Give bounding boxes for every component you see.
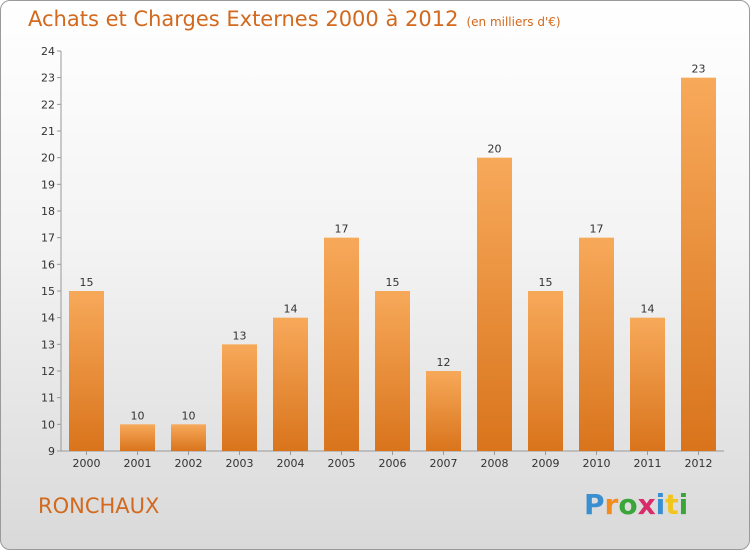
data-label: 13 xyxy=(233,329,247,342)
data-label: 15 xyxy=(386,276,400,289)
chart-title: Achats et Charges Externes 2000 à 2012 (e… xyxy=(28,7,561,31)
logo-letter: P xyxy=(584,488,605,521)
y-tick-label: 19 xyxy=(41,178,55,191)
chart-title-text: Achats et Charges Externes 2000 à 2012 xyxy=(28,7,459,31)
bar xyxy=(426,371,461,451)
y-tick-label: 21 xyxy=(41,125,55,138)
bar xyxy=(375,291,410,451)
chart-axes: 9 10 11 12 13 14 15 16 17 18 19 20 21 22 23 24 2000 2001 2… xyxy=(41,45,724,470)
x-tick-label: 2006 xyxy=(379,457,407,470)
y-tick-label: 23 xyxy=(41,72,55,85)
bar xyxy=(579,237,614,451)
bar xyxy=(528,291,563,451)
logo-letter: t xyxy=(665,488,679,521)
bar xyxy=(171,424,206,451)
y-tick-label: 15 xyxy=(41,285,55,298)
y-tick-label: 16 xyxy=(41,258,55,271)
y-tick-label: 10 xyxy=(41,418,55,431)
data-label: 12 xyxy=(437,356,451,369)
x-tick-label: 2002 xyxy=(175,457,203,470)
x-tick-label: 2011 xyxy=(634,457,662,470)
data-label: 23 xyxy=(692,63,706,76)
x-tick-label: 2008 xyxy=(481,457,509,470)
y-tick-label: 20 xyxy=(41,152,55,165)
x-tick-label: 2000 xyxy=(73,457,101,470)
data-label: 15 xyxy=(539,276,553,289)
bar xyxy=(477,157,512,451)
y-tick-label: 11 xyxy=(41,392,55,405)
bar xyxy=(69,291,104,451)
x-tick-label: 2005 xyxy=(328,457,356,470)
bar xyxy=(273,317,308,451)
bar xyxy=(222,344,257,451)
data-label: 15 xyxy=(80,276,94,289)
y-tick-label: 13 xyxy=(41,338,55,351)
x-tick-label: 2009 xyxy=(532,457,560,470)
bar xyxy=(120,424,155,451)
place-name: RONCHAUX xyxy=(38,494,160,518)
y-tick-label: 22 xyxy=(41,98,55,111)
data-label: 17 xyxy=(335,223,349,236)
logo-letter: x xyxy=(637,488,656,521)
chart-unit: (en milliers d'€) xyxy=(466,15,561,29)
x-tick-label: 2004 xyxy=(277,457,305,470)
y-tick-label: 9 xyxy=(48,445,55,458)
y-tick-label: 12 xyxy=(41,365,55,378)
y-tick-label: 14 xyxy=(41,312,55,325)
data-label: 10 xyxy=(131,409,145,422)
bar xyxy=(681,77,716,452)
y-tick-label: 24 xyxy=(41,45,55,58)
x-tick-label: 2003 xyxy=(226,457,254,470)
data-label: 14 xyxy=(284,303,298,316)
logo-letter: r xyxy=(604,488,619,521)
logo-letter: o xyxy=(618,488,638,521)
data-label: 14 xyxy=(641,303,655,316)
chart-data-labels: 15 10 10 13 14 17 15 12 20 15 17 14 23 xyxy=(80,63,706,423)
bar xyxy=(324,237,359,451)
logo-letter: i xyxy=(678,488,689,521)
y-tick-label: 18 xyxy=(41,205,55,218)
data-label: 17 xyxy=(590,223,604,236)
chart-bars xyxy=(69,77,716,452)
data-label: 20 xyxy=(488,143,502,156)
proxiti-logo: Proxiti xyxy=(584,488,688,521)
x-tick-label: 2007 xyxy=(430,457,458,470)
y-tick-label: 17 xyxy=(41,232,55,245)
bar xyxy=(630,317,665,451)
x-tick-label: 2012 xyxy=(685,457,713,470)
x-tick-label: 2001 xyxy=(124,457,152,470)
logo-letter: i xyxy=(655,488,666,521)
x-tick-label: 2010 xyxy=(583,457,611,470)
data-label: 10 xyxy=(182,409,196,422)
